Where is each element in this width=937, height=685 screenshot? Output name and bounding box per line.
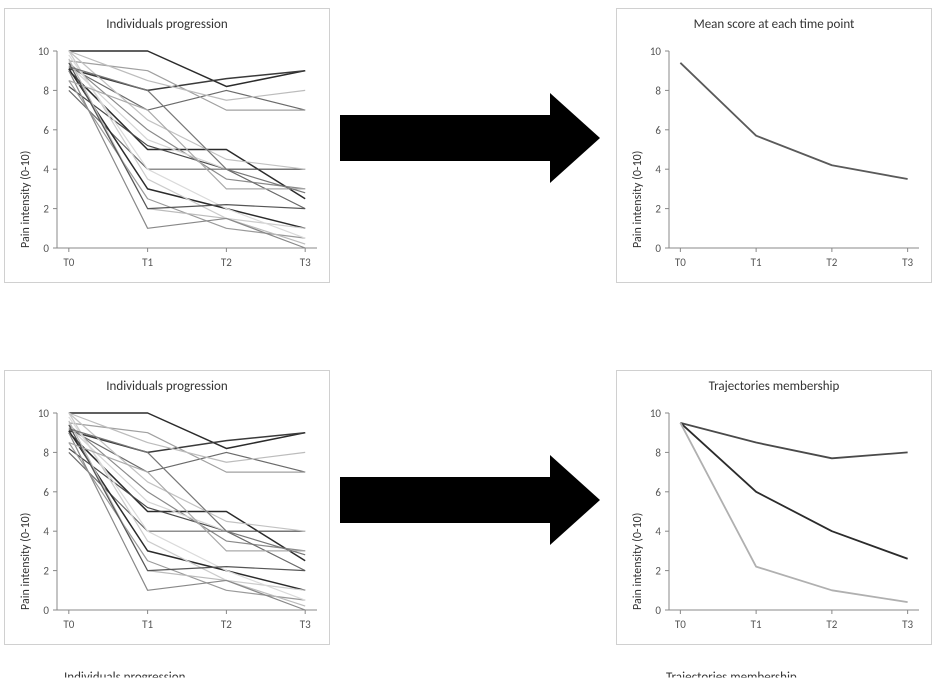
plot-mean: 0 2 4 6 8 10 T0 T1 T2 T3: [617, 9, 933, 284]
svg-text:2: 2: [655, 565, 661, 578]
svg-text:T0: T0: [675, 618, 686, 631]
svg-text:8: 8: [43, 84, 49, 97]
svg-text:4: 4: [655, 525, 661, 538]
plot-individuals-top: 0 2 4 6 8 10 T0 T1 T2 T3: [5, 9, 331, 284]
svg-text:8: 8: [655, 446, 661, 459]
cutoff-label-left: Individuals progression: [64, 670, 185, 685]
svg-text:T1: T1: [751, 618, 762, 631]
svg-text:T2: T2: [221, 256, 232, 269]
svg-text:T3: T3: [300, 618, 311, 631]
svg-text:6: 6: [655, 486, 661, 499]
svg-text:T2: T2: [826, 618, 837, 631]
plot-trajectories: 0 2 4 6 8 10 T0 T1 T2 T3: [617, 371, 933, 646]
svg-text:T3: T3: [902, 618, 913, 631]
svg-text:6: 6: [43, 124, 49, 137]
svg-text:0: 0: [43, 242, 49, 255]
svg-text:4: 4: [43, 525, 49, 538]
svg-text:T1: T1: [751, 256, 762, 269]
arrow-shaft: [340, 477, 550, 523]
svg-text:T0: T0: [675, 256, 686, 269]
cutoff-label-right: Trajectories membership: [666, 670, 797, 685]
panel-individuals-bottom: Individuals progression Pain intensity (…: [4, 370, 330, 645]
arrow-head-icon: [550, 455, 600, 545]
svg-text:T2: T2: [826, 256, 837, 269]
svg-text:10: 10: [650, 45, 662, 58]
panel-individuals-top: Individuals progression Pain intensity (…: [4, 8, 330, 283]
svg-text:10: 10: [38, 45, 50, 58]
svg-text:6: 6: [655, 124, 661, 137]
svg-text:0: 0: [655, 242, 661, 255]
panel-trajectories: Trajectories membership Pain intensity (…: [616, 370, 932, 645]
svg-text:2: 2: [655, 203, 661, 216]
svg-text:8: 8: [655, 84, 661, 97]
svg-text:T2: T2: [221, 618, 232, 631]
arrow-shaft: [340, 115, 550, 161]
svg-text:T0: T0: [63, 618, 74, 631]
svg-text:4: 4: [655, 163, 661, 176]
panel-mean: Mean score at each time point Pain inten…: [616, 8, 932, 283]
svg-text:T0: T0: [63, 256, 74, 269]
svg-text:10: 10: [38, 407, 50, 420]
svg-text:6: 6: [43, 486, 49, 499]
svg-text:T1: T1: [142, 256, 153, 269]
svg-text:0: 0: [43, 604, 49, 617]
svg-text:2: 2: [43, 203, 49, 216]
svg-text:0: 0: [655, 604, 661, 617]
svg-text:T3: T3: [902, 256, 913, 269]
svg-text:2: 2: [43, 565, 49, 578]
svg-text:10: 10: [650, 407, 662, 420]
svg-text:4: 4: [43, 163, 49, 176]
svg-text:8: 8: [43, 446, 49, 459]
svg-text:T3: T3: [300, 256, 311, 269]
arrow-head-icon: [550, 93, 600, 183]
svg-text:T1: T1: [142, 618, 153, 631]
plot-individuals-bottom: 0 2 4 6 8 10 T0 T1 T2 T3: [5, 371, 331, 646]
